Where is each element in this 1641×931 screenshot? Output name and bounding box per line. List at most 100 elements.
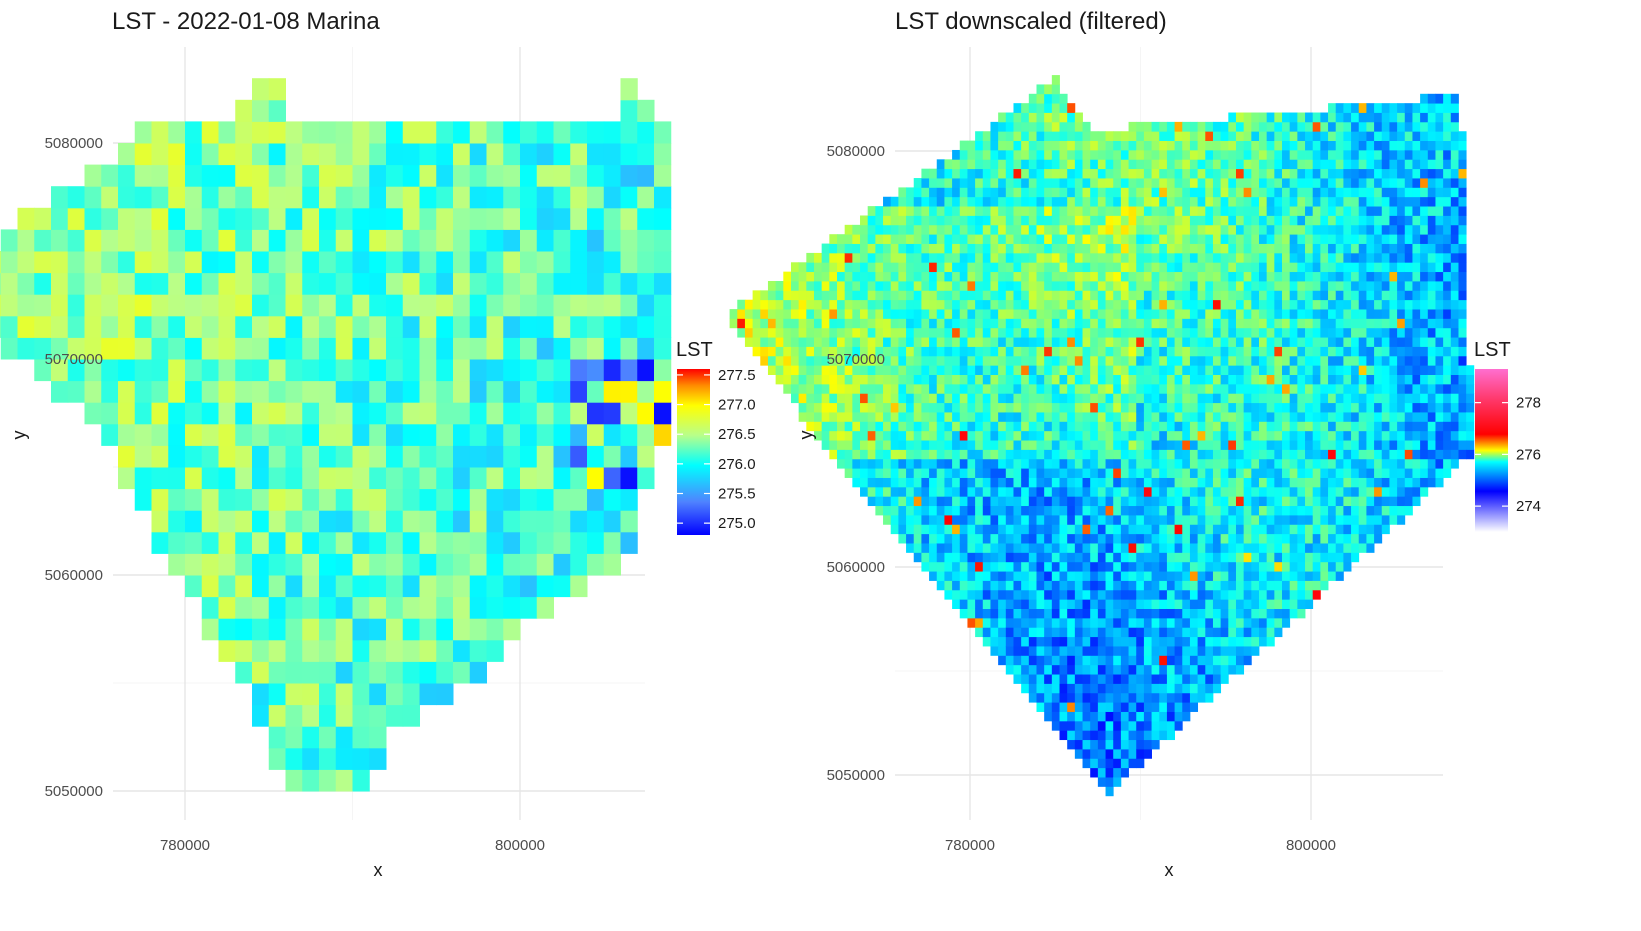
raster-cell [1220,374,1229,385]
raster-cell [906,252,915,263]
raster-cell [1136,346,1145,357]
raster-cell [134,337,152,360]
raster-cell [913,524,922,535]
raster-cell [218,488,236,511]
raster-cell [1266,224,1275,235]
raster-cell [967,374,976,385]
raster-cell [1182,206,1191,216]
raster-cell [852,393,861,404]
raster-cell [921,412,930,422]
raster-cell [959,243,968,254]
raster-cell [1212,290,1222,301]
raster-cell [1128,149,1137,160]
raster-cell [1005,664,1014,675]
raster-cell [1197,477,1206,488]
raster-cell [883,252,892,263]
raster-cell [453,488,471,511]
raster-cell [1044,440,1053,450]
raster-cell [1174,515,1183,525]
raster-cell [936,262,945,273]
raster-cell [352,186,370,209]
raster-cell [1143,131,1152,141]
raster-cell [1113,664,1122,675]
raster-cell [1074,692,1083,703]
raster-cell [898,346,907,357]
raster-cell [1235,458,1245,469]
raster-cell [570,207,588,230]
raster-cell [990,383,999,394]
raster-cell [1143,533,1152,544]
raster-cell [1189,159,1199,170]
raster-cell [1212,271,1222,282]
raster-cell [1228,617,1237,628]
raster-cell [929,440,938,450]
raster-cell [1120,739,1129,750]
raster-cell [1328,458,1337,469]
raster-cell [1113,262,1122,273]
raster-cell [402,553,420,576]
raster-cell [1028,430,1037,441]
raster-cell [1028,449,1037,460]
raster-cell [944,290,953,301]
raster-cell [1289,486,1298,497]
raster-cell [252,510,270,533]
raster-cell [637,251,655,274]
raster-cell [1166,617,1175,628]
raster-cell [1044,515,1053,525]
raster-cell [1358,327,1367,338]
raster-cell [1197,636,1206,647]
raster-cell [929,543,938,553]
raster-cell [875,458,884,469]
raster-cell [1251,599,1260,609]
raster-cell [134,402,152,425]
raster-cell [1166,664,1175,675]
raster-cell [875,365,884,375]
raster-cell [867,262,876,273]
raster-cell [959,580,968,591]
raster-cell [1082,440,1091,450]
raster-cell [1343,131,1352,141]
raster-cell [1220,318,1229,329]
raster-cell [1205,571,1214,581]
raster-cell [1013,617,1022,628]
raster-cell [1189,281,1199,291]
raster-cell [1051,468,1060,478]
raster-cell [1297,430,1306,441]
raster-cell [1013,627,1022,638]
raster-cell [386,704,404,727]
raster-cell [967,515,976,525]
raster-cell [1297,215,1306,226]
raster-cell [944,178,953,188]
raster-cell [1036,552,1045,563]
raster-cell [1067,327,1076,338]
raster-cell [1036,561,1045,572]
raster-cell [1182,524,1191,535]
raster-cell [1074,281,1083,291]
raster-cell [1189,702,1199,712]
raster-cell [369,553,387,576]
raster-cell [1258,589,1268,600]
raster-cell [1082,337,1091,347]
raster-cell [1320,178,1329,188]
raster-cell [1266,430,1275,441]
raster-cell [1097,178,1106,188]
raster-cell [1143,505,1152,516]
raster-cell [1282,318,1291,329]
raster-cell [1013,608,1022,619]
raster-cell [386,488,404,511]
raster-cell [1182,159,1191,170]
raster-cell [0,272,18,295]
raster-cell [1289,121,1298,132]
raster-cell [975,346,984,357]
raster-cell [1297,131,1306,141]
raster-cell [852,346,861,357]
raster-cell [998,561,1007,572]
raster-cell [1305,533,1314,544]
raster-cell [1274,224,1283,235]
raster-cell [1205,486,1214,497]
raster-cell [1174,458,1183,469]
raster-cell [821,412,830,422]
raster-cell [1059,355,1068,366]
raster-cell [486,445,504,468]
raster-cell [1251,486,1260,497]
